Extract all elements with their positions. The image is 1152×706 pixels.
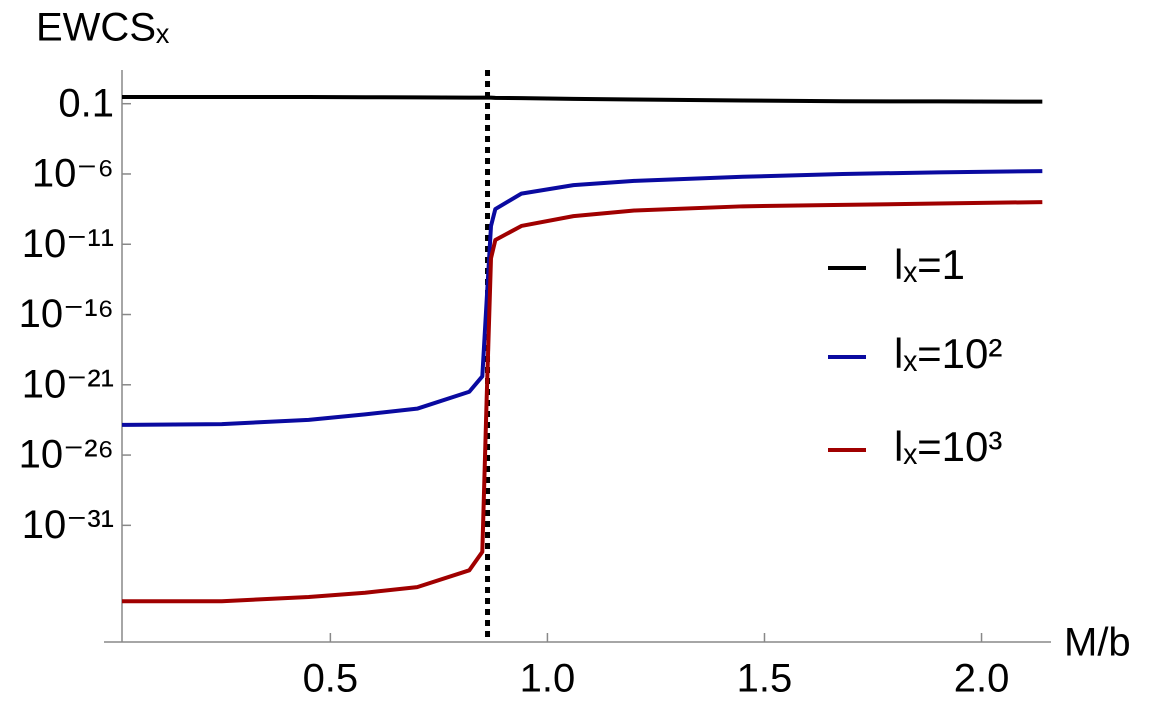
y-tick-label: 10⁻²⁶ (19, 433, 114, 477)
x-tick-label: 2.0 (954, 657, 1010, 701)
y-tick-label: 10⁻¹⁶ (19, 292, 114, 336)
x-tick-label: 0.5 (303, 657, 359, 701)
legend-label: lₓ=1 (894, 241, 965, 288)
legend-label: lₓ=10³ (894, 423, 1002, 470)
chart-title: EWCSₓ (36, 6, 170, 50)
legend-label: lₓ=10² (894, 330, 1002, 377)
x-tick-label: 1.5 (737, 657, 793, 701)
y-tick-label: 10⁻⁶ (32, 152, 114, 196)
y-tick-label: 10⁻³¹ (22, 503, 114, 547)
x-axis-label: M/b (1064, 621, 1131, 665)
y-tick-label: 0.1 (58, 81, 114, 125)
y-tick-label: 10⁻¹¹ (22, 222, 114, 266)
y-tick-label: 10⁻²¹ (22, 362, 114, 406)
series-line (122, 200, 1043, 604)
series-line (122, 94, 1043, 104)
x-tick-label: 1.0 (520, 657, 576, 701)
series-line (121, 169, 1043, 427)
